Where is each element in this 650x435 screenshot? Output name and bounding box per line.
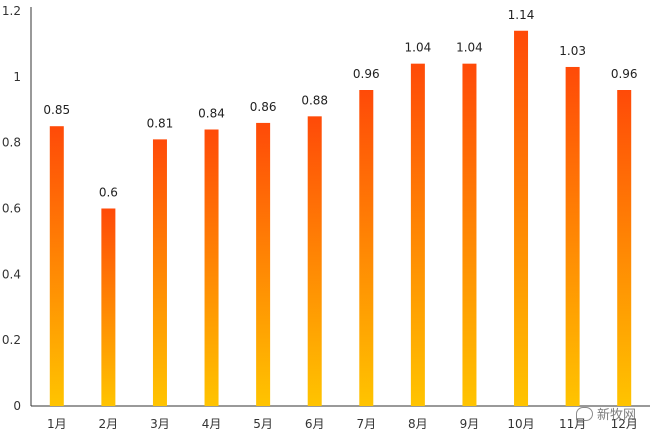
data-label: 1.03 (559, 44, 586, 58)
bar-10 (514, 30, 529, 406)
bar-5 (256, 122, 271, 407)
y-tick-label: 0.8 (2, 136, 21, 150)
data-label: 1.04 (456, 41, 483, 55)
bar-12 (617, 90, 632, 406)
data-labels: 0.85 0.6 0.81 0.84 0.86 0.88 0.96 1.04 1.04 1.14 1… (43, 8, 637, 200)
x-tick-label: 10月 (507, 417, 534, 431)
data-label: 0.86 (250, 100, 277, 114)
y-tick-label: 0.6 (2, 202, 21, 216)
bar-3 (152, 139, 167, 406)
bar-7 (359, 90, 374, 406)
y-tick-label: 0 (13, 399, 21, 413)
watermark-text: 新牧网 (596, 408, 636, 423)
x-tick-label: 3月 (150, 417, 170, 431)
x-tick-label: 8月 (408, 417, 428, 431)
x-tick-label: 1月 (47, 417, 67, 431)
data-label: 0.6 (99, 186, 118, 200)
x-tick-label: 2月 (99, 417, 119, 431)
data-label: 0.84 (198, 107, 225, 121)
bar-8 (410, 63, 425, 407)
x-tick-label: 12月 (611, 417, 638, 431)
x-tick-label: 4月 (202, 417, 222, 431)
bar-6 (307, 116, 322, 406)
bar-1 (49, 126, 64, 406)
x-tick-label: 9月 (460, 417, 480, 431)
data-label: 0.96 (611, 67, 638, 81)
x-tick-label: 6月 (305, 417, 325, 431)
watermark: 新牧网 (575, 404, 636, 423)
data-label: 0.81 (147, 116, 174, 130)
axes: 00.20.40.60.811.21月 2月 3月 4月 5月 6月 7月 8月 9月 10月 11… (2, 4, 650, 431)
data-label: 0.96 (353, 67, 380, 81)
chat-bubble-icon (575, 406, 593, 421)
x-tick-label: 7月 (356, 417, 376, 431)
data-label: 0.85 (43, 103, 70, 117)
y-tick-label: 1 (13, 70, 21, 84)
data-label: 0.88 (301, 93, 328, 107)
x-tick-label: 11月 (559, 417, 586, 431)
y-tick-label: 0.2 (2, 333, 21, 347)
bars (49, 30, 632, 407)
bar-4 (204, 129, 219, 406)
data-label: 1.04 (405, 41, 432, 55)
bar-2 (101, 208, 116, 406)
y-tick-label: 1.2 (2, 4, 21, 18)
bar-9 (462, 63, 477, 407)
y-tick-label: 0.4 (2, 267, 21, 281)
data-label: 1.14 (508, 8, 535, 22)
x-tick-label: 5月 (253, 417, 273, 431)
bar-11 (565, 66, 580, 406)
